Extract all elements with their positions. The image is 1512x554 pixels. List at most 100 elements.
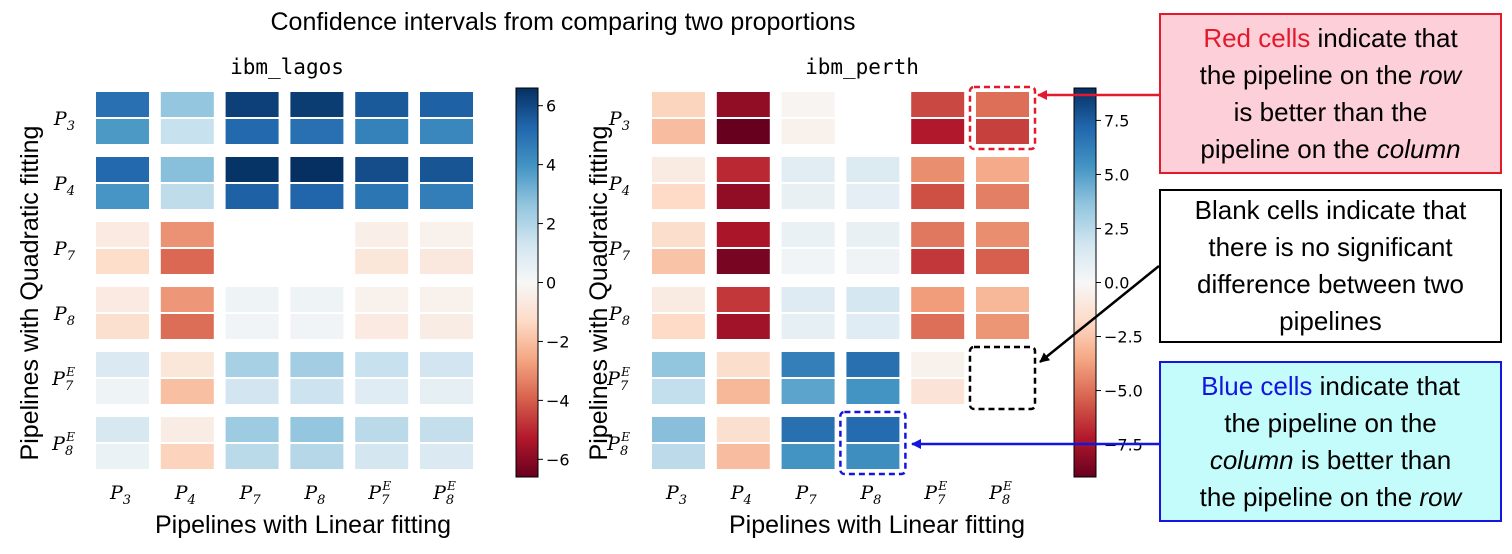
heatmap-cell-r2-c4-upper <box>355 222 409 247</box>
heatmap-cell-r3-c1-lower <box>160 314 214 339</box>
figure-title: Confidence intervals from comparing two … <box>271 8 856 36</box>
heatmap-cell-r1-c5-lower <box>976 184 1029 209</box>
heatmap-cell-r2-c5-lower <box>420 249 473 274</box>
x-tick-label-p8: P8 <box>303 482 325 508</box>
heatmap-cell-r0-c1-upper <box>160 92 214 117</box>
heatmap-cell-r1-c5-lower <box>420 184 473 209</box>
heatmap-cell-r5-c1-lower <box>160 444 214 469</box>
colorbar-tick-label: 4 <box>546 156 556 175</box>
heatmap-cell-r4-c2-lower <box>781 379 835 404</box>
heatmap-cell-r4-c4-upper <box>911 352 965 377</box>
heatmap-cell-r4-c3-upper <box>290 352 344 377</box>
heatmap-cell-r4-c0-upper <box>96 352 149 377</box>
heatmap-cell-r3-c2-upper <box>225 287 279 312</box>
blue-cells-note: Blue cells indicate that the pipeline on… <box>1159 361 1502 522</box>
heatmap-cell-r2-c5-lower <box>976 249 1029 274</box>
heatmap-cell-r0-c5-upper <box>420 92 473 117</box>
heatmap-cell-r3-c3-upper <box>290 287 344 312</box>
heatmap-cell-r5-c3-lower <box>290 444 344 469</box>
x-axis-label: Pipelines with Linear fitting <box>155 511 451 539</box>
red-note-line2: the pipeline on the <box>1199 59 1420 90</box>
red-highlight-box <box>968 85 1037 151</box>
heatmap-cell-r1-c5-upper <box>420 157 473 182</box>
heatmap-cell-r0-c1-lower <box>716 119 770 144</box>
heatmap-cell-r0-c0-lower <box>652 119 705 144</box>
heatmap-cell-r2-c5-upper <box>420 222 473 247</box>
subplot-title: ibm_perth <box>805 55 919 79</box>
heatmap-ibm-perth: ibm_perthP3P3P4P4P7P7P8P8P7EP7EP8EP8EPip… <box>585 55 1143 539</box>
blue-cells-highlight: Blue cells <box>1201 370 1313 401</box>
heatmap-cell-r5-c4-lower <box>355 444 409 469</box>
red-cells-note: Red cells indicate that the pipeline on … <box>1159 13 1502 174</box>
blank-note-arrow <box>1039 265 1160 363</box>
y-tick-label-p4: P4 <box>608 173 630 199</box>
x-tick-label-p7: P7 <box>239 482 262 508</box>
heatmap-cell-r2-c1-lower <box>716 249 770 274</box>
x-tick-label-p3: P3 <box>665 482 687 508</box>
heatmap-cell-r1-c0-upper <box>96 157 149 182</box>
heatmap-cell-r3-c5-lower <box>976 314 1029 339</box>
blank-note-line3: difference between two <box>1197 269 1464 299</box>
heatmap-cell-r1-c2-upper <box>781 157 835 182</box>
heatmap-cell-r3-c3-lower <box>290 314 344 339</box>
heatmap-cell-r2-c4-lower <box>911 249 965 274</box>
y-tick-label-p7e: P7E <box>51 365 75 394</box>
heatmap-cell-r1-c3-upper <box>846 157 900 182</box>
heatmap-cell-r3-c1-upper <box>160 287 214 312</box>
y-tick-label-p7: P7 <box>608 238 631 264</box>
heatmap-cell-r4-c0-lower <box>96 379 149 404</box>
heatmap-cell-r2-c0-upper <box>652 222 705 247</box>
y-tick-label-p7e: P7E <box>606 365 630 394</box>
heatmap-cell-r2-c3-lower <box>846 249 900 274</box>
blue-note-line3: is better than <box>1293 444 1452 475</box>
x-tick-label-p7e: P7E <box>367 479 391 508</box>
heatmap-cell-r3-c0-lower <box>96 314 149 339</box>
red-cells-highlight: Red cells <box>1203 22 1311 53</box>
heatmap-cell-r1-c3-lower <box>846 184 900 209</box>
heatmap-cell-r3-c0-lower <box>652 314 705 339</box>
heatmap-cell-r1-c3-lower <box>290 184 344 209</box>
colorbar-tick-label: 5.0 <box>1104 165 1129 184</box>
heatmap-cell-r4-c2-lower <box>225 379 279 404</box>
blank-highlight-box <box>968 345 1037 411</box>
heatmap-cell-r4-c0-upper <box>652 352 705 377</box>
heatmap-cell-r1-c1-lower <box>716 184 770 209</box>
blank-note-line4: pipelines <box>1279 306 1382 336</box>
x-tick-label-p8e: P8E <box>432 479 456 508</box>
heatmap-cell-r0-c1-upper <box>716 92 770 117</box>
y-tick-label-p7: P7 <box>53 238 76 264</box>
heatmap-cell-r1-c0-lower <box>652 184 705 209</box>
heatmap-cell-r4-c2-upper <box>781 352 835 377</box>
heatmap-cell-r2-c1-upper <box>716 222 770 247</box>
x-tick-label-p7: P7 <box>795 482 818 508</box>
heatmap-cell-r3-c1-lower <box>716 314 770 339</box>
heatmap-cell-r4-c3-lower <box>846 379 900 404</box>
colorbar-tick-label: −2 <box>546 332 570 351</box>
colorbar-tick-label: 7.5 <box>1104 111 1129 130</box>
colorbar-tick-label: 2 <box>546 215 556 234</box>
heatmap-cell-r1-c1-upper <box>160 157 214 182</box>
red-note-row-word: row <box>1419 59 1462 90</box>
heatmap-cell-r2-c2-lower <box>781 249 835 274</box>
heatmap-cell-r3-c1-upper <box>716 287 770 312</box>
x-tick-label-p4: P4 <box>730 482 752 508</box>
heatmap-cell-r2-c1-lower <box>160 249 214 274</box>
blue-note-line2: the pipeline on the <box>1224 407 1437 438</box>
colorbar-tick-label: −4 <box>546 391 570 410</box>
heatmap-cell-r2-c4-upper <box>911 222 965 247</box>
heatmap-cell-r3-c5-upper <box>420 287 473 312</box>
heatmap-cell-r1-c2-lower <box>781 184 835 209</box>
heatmap-cell-r4-c4-lower <box>355 379 409 404</box>
heatmap-cell-r5-c3-upper <box>846 417 900 442</box>
heatmap-cell-r1-c1-upper <box>716 157 770 182</box>
heatmap-cell-r0-c2-upper <box>225 92 279 117</box>
heatmap-cell-r4-c1-upper <box>716 352 770 377</box>
blank-note-line1: Blank cells indicate that <box>1194 195 1467 225</box>
heatmap-cell-r2-c3-upper <box>846 222 900 247</box>
blue-note-line1: indicate that <box>1312 370 1460 401</box>
blue-highlight-box <box>839 410 907 476</box>
red-note-line1: indicate that <box>1310 22 1458 53</box>
heatmap-cell-r4-c5-upper <box>420 352 473 377</box>
heatmap-cell-r4-c0-lower <box>652 379 705 404</box>
blank-note-line2: there is no significant <box>1208 232 1453 262</box>
